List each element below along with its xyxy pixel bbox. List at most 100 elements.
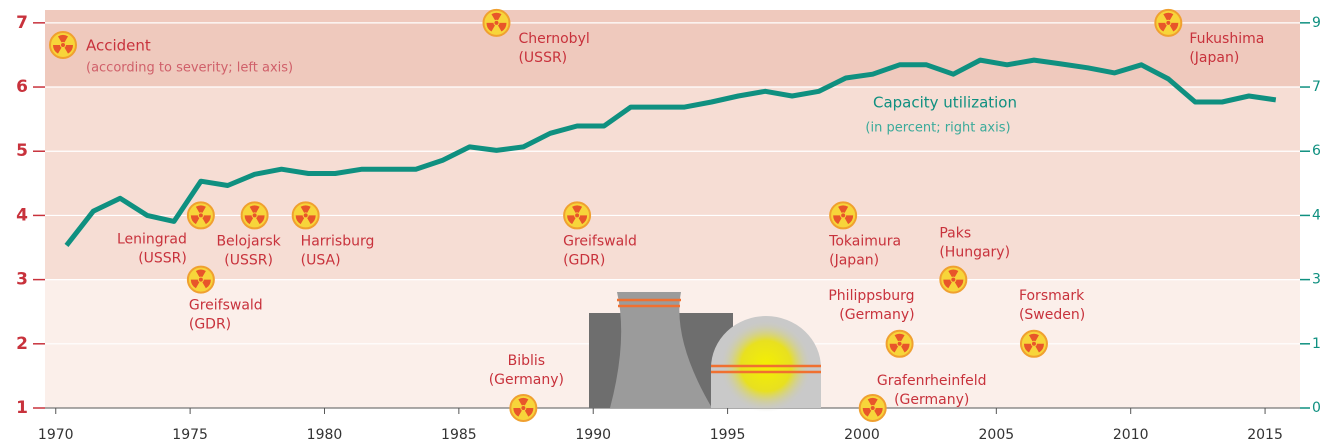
radiation-icon (240, 201, 269, 230)
icon-blade (53, 45, 62, 54)
icon-center (521, 406, 526, 410)
plant-illustration (589, 292, 821, 412)
radiation-icon (291, 201, 320, 230)
icon-blade (901, 343, 910, 353)
icon-blade (195, 205, 206, 213)
accident-place: (Sweden) (1019, 307, 1085, 323)
accident-name: Philippsburg (828, 288, 914, 304)
icon-blade (578, 215, 588, 225)
y2-tick-label: 30 (1312, 272, 1320, 288)
accident-name: Chernobyl (518, 31, 589, 47)
accident-name: Tokaimura (828, 233, 901, 249)
icon-blade (1028, 333, 1039, 342)
icon-blade (1169, 22, 1179, 32)
radiation-icon (563, 201, 592, 230)
y-tick-label: 5 (16, 141, 28, 161)
legend-label: Accident (86, 37, 151, 55)
y-tick-label: 1 (16, 398, 28, 418)
accident-name: Greifswald (189, 298, 263, 314)
radiation-icon (939, 265, 968, 294)
accident-name: Harrisburg (301, 233, 375, 249)
grid: 1234567015304560759019701975198019851990… (16, 13, 1320, 443)
accident-name: Belojarsk (216, 233, 281, 249)
icon-blade (249, 205, 260, 213)
icon-blade (300, 205, 311, 213)
radiation-icon (509, 394, 538, 422)
icon-center (1166, 20, 1171, 25)
y-tick-label: 2 (16, 334, 28, 354)
accident-name: Greifswald (563, 233, 637, 249)
icon-center (303, 213, 308, 218)
icon-blade (518, 398, 529, 406)
icon-center (575, 213, 580, 218)
radiation-icon (885, 329, 914, 358)
icon-blade (948, 269, 959, 278)
icon-blade (307, 215, 316, 225)
x-tick-label: 1995 (710, 427, 746, 443)
accident-place: (Germany) (839, 307, 914, 323)
x-tick-label: 1975 (172, 427, 208, 443)
icon-blade (256, 215, 265, 225)
accident-name: Paks (939, 226, 971, 242)
icon-center (841, 213, 846, 218)
icon-blade (874, 408, 883, 417)
y2-tick-label: 75 (1312, 79, 1320, 95)
icon-blade (889, 343, 899, 353)
icon-center (897, 341, 902, 346)
icon-blade (844, 215, 854, 225)
accident-name: Forsmark (1019, 288, 1085, 304)
icon-blade (894, 333, 905, 342)
accident-place: (Hungary) (939, 245, 1010, 261)
icon-blade (954, 279, 964, 289)
y2-tick-label: 0 (1312, 400, 1320, 416)
x-tick-label: 1980 (307, 427, 343, 443)
accident-place: (GDR) (189, 317, 231, 333)
accident-place: (Japan) (1189, 50, 1239, 66)
accident-name: Grafenrheinfeld (877, 373, 987, 389)
icon-blade (1163, 12, 1174, 21)
y2-tick-label: 90 (1312, 15, 1320, 31)
accident-name: Biblis (508, 353, 545, 369)
x-tick-label: 1970 (38, 427, 74, 443)
accident-place: (Germany) (489, 372, 564, 388)
radiation-icon (186, 201, 215, 230)
icon-blade (862, 408, 872, 417)
band (45, 87, 1300, 280)
plot: Chernobyl (USSR) Fukushima (Japan) Leningrad… (64, 8, 1277, 422)
x-tick-label: 2010 (1113, 427, 1149, 443)
series-label: Capacity utilization (873, 94, 1017, 112)
icon-blade (190, 215, 200, 225)
icon-blade (943, 279, 952, 289)
icon-center (198, 277, 203, 282)
icon-blade (202, 279, 211, 289)
x-tick-label: 1990 (575, 427, 611, 443)
icon-blade (64, 45, 73, 54)
icon-blade (572, 205, 583, 213)
icon-blade (491, 12, 502, 21)
x-tick-label: 2005 (979, 427, 1015, 443)
icon-blade (1035, 343, 1044, 353)
radiation-icon (1154, 8, 1183, 37)
accident-place: (Japan) (829, 252, 879, 268)
radiation-icon (482, 8, 511, 37)
capacity-line (64, 57, 1277, 247)
y-tick-label: 3 (16, 270, 28, 290)
x-tick-label: 2015 (1247, 427, 1283, 443)
accident-place: (USA) (301, 252, 341, 268)
icon-blade (58, 35, 68, 43)
y2-tick-label: 15 (1312, 336, 1320, 352)
legend: Accident (according to severity; left ax… (49, 31, 1017, 136)
icon-blade (295, 215, 305, 225)
accident-name: Leningrad (117, 231, 187, 247)
icon-blade (1158, 22, 1167, 32)
y2-tick-label: 45 (1312, 207, 1320, 223)
icon-blade (867, 398, 878, 406)
accident-place: (USSR) (518, 50, 567, 66)
accident-place: (Germany) (894, 392, 969, 408)
accident-place: (USSR) (138, 250, 187, 266)
radiation-icon (49, 31, 77, 59)
y2-tick-label: 60 (1312, 143, 1320, 159)
radiation-icon (858, 394, 887, 422)
radiation-icon (829, 201, 858, 230)
